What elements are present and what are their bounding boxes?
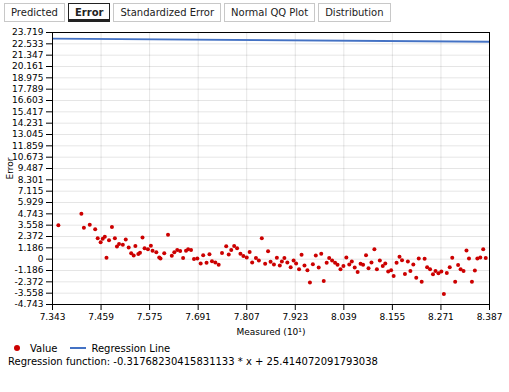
svg-text:22.533: 22.533: [12, 39, 44, 49]
svg-text:1.186: 1.186: [18, 243, 44, 253]
svg-text:-2.372: -2.372: [14, 277, 43, 287]
svg-text:8.301: 8.301: [18, 175, 44, 185]
svg-text:18.975: 18.975: [12, 73, 44, 83]
svg-text:16.603: 16.603: [12, 95, 44, 105]
html-text:Error: Error: [75, 7, 104, 18]
svg-text:7.115: 7.115: [18, 186, 44, 196]
svg-text:-3.558: -3.558: [14, 288, 43, 298]
html-text:Standardized Error: Standardized Error: [120, 7, 214, 18]
svg-text:7.459: 7.459: [88, 312, 114, 322]
svg-text:7.923: 7.923: [282, 312, 308, 322]
svg-text:4.743: 4.743: [18, 209, 44, 219]
svg-text:Measured (10¹): Measured (10¹): [237, 327, 306, 337]
svg-text:-1.186: -1.186: [14, 265, 43, 275]
svg-text:2.372: 2.372: [18, 231, 44, 241]
svg-text:8.039: 8.039: [331, 312, 357, 322]
svg-text:7.691: 7.691: [185, 312, 211, 322]
svg-text:11.859: 11.859: [12, 141, 44, 151]
svg-text:Error: Error: [5, 157, 15, 179]
svg-text:7.343: 7.343: [40, 312, 66, 322]
svg-text:8.155: 8.155: [380, 312, 406, 322]
html-text:Value: Value: [30, 342, 58, 354]
svg-text:23.719: 23.719: [12, 27, 44, 37]
svg-text:9.487: 9.487: [18, 163, 44, 173]
svg-text:17.789: 17.789: [12, 84, 44, 94]
svg-text:8.271: 8.271: [428, 312, 454, 322]
svg-text:0: 0: [38, 254, 44, 264]
svg-text:15.417: 15.417: [12, 107, 44, 117]
svg-text:-4.743: -4.743: [14, 299, 43, 309]
svg-text:21.347: 21.347: [12, 50, 44, 60]
svg-text:7.575: 7.575: [137, 312, 163, 322]
html-text:Distribution: Distribution: [325, 7, 384, 18]
html-text:Regression Line: Regression Line: [91, 342, 171, 354]
svg-text:10.673: 10.673: [12, 152, 44, 162]
svg-text:20.161: 20.161: [12, 61, 44, 71]
html-text:Normal QQ Plot: Normal QQ Plot: [231, 7, 309, 18]
svg-text:7.807: 7.807: [234, 312, 260, 322]
svg-text:13.045: 13.045: [12, 129, 44, 139]
svg-text:3.558: 3.558: [18, 220, 44, 230]
svg-text:5.929: 5.929: [18, 197, 44, 207]
html-text:Predicted: Predicted: [11, 7, 58, 18]
svg-text:8.387: 8.387: [477, 312, 503, 322]
svg-text:14.231: 14.231: [12, 118, 44, 128]
html-text:Regression function: -0.317682: Regression function: -0.3176823041583113…: [8, 356, 378, 367]
